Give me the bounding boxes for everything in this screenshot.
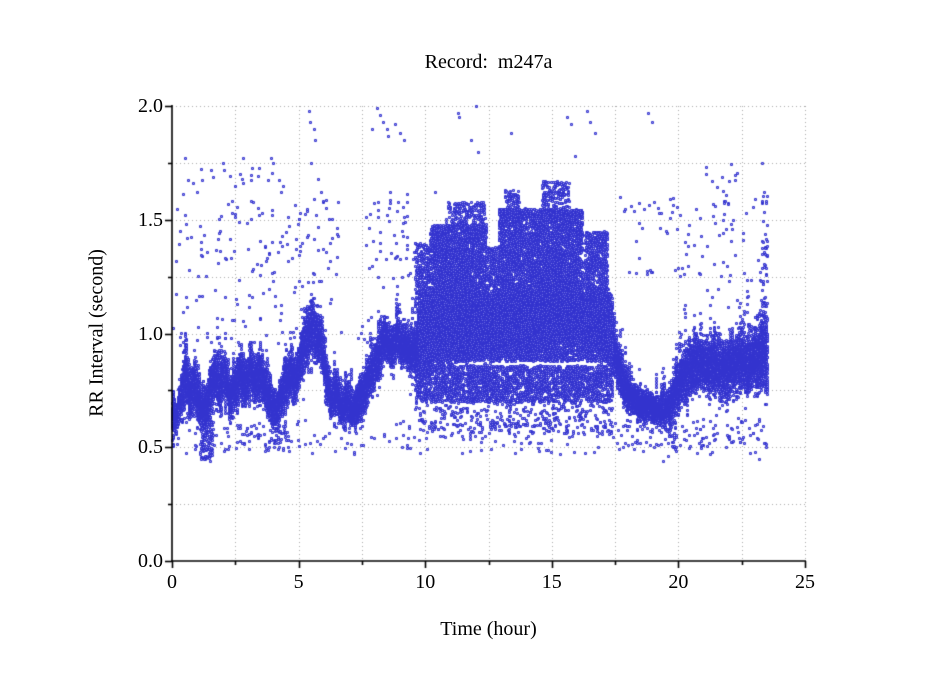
x-tick-label: 20 — [668, 571, 689, 593]
y-tick-label: 1.0 — [138, 322, 163, 345]
y-tick-label: 0.0 — [138, 550, 163, 572]
x-tick-label: 5 — [293, 571, 304, 593]
y-tick-label: 2.0 — [138, 95, 163, 117]
x-axis-label: Time (hour) — [440, 618, 537, 640]
y-tick-label: 0.5 — [138, 436, 163, 459]
y-tick-label: 1.5 — [138, 208, 163, 231]
x-tick-label: 10 — [415, 571, 436, 593]
chart-title: Record: m247a — [424, 51, 553, 73]
x-tick-label: 0 — [167, 571, 177, 593]
x-tick-label: 25 — [795, 571, 815, 593]
x-tick-label: 15 — [541, 571, 562, 593]
